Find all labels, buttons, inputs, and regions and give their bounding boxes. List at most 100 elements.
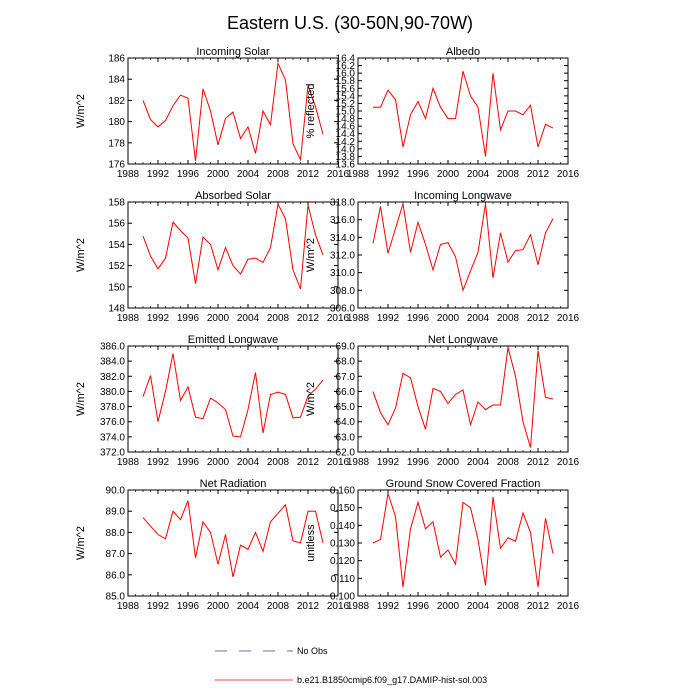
x-tick-label: 2008 <box>267 169 290 180</box>
series-line <box>373 71 554 157</box>
panel-title: Incoming Solar <box>196 46 270 58</box>
x-tick-label: 2004 <box>237 457 260 468</box>
x-axis: 1988 1992 1996 2000 2004 2008 2012 2016 <box>347 58 580 180</box>
x-tick-label: 1992 <box>377 313 400 324</box>
y-tick-label: 14.8 <box>336 114 356 125</box>
y-tick-label: 382.0 <box>100 372 125 383</box>
x-tick-label: 1988 <box>347 313 370 324</box>
x-tick-label: 2012 <box>527 169 550 180</box>
y-tick-label: 0.110 <box>331 574 356 585</box>
x-tick-label: 1996 <box>407 313 430 324</box>
x-axis: 1988 1992 1996 2000 2004 2008 2012 2016 <box>117 202 350 324</box>
x-tick-label: 2004 <box>237 601 260 612</box>
y-tick-label: 16.4 <box>336 54 356 65</box>
x-tick-label: 2012 <box>297 601 320 612</box>
x-tick-label: 2008 <box>497 169 520 180</box>
x-tick-label: 1996 <box>177 601 200 612</box>
x-tick-label: 2012 <box>297 313 320 324</box>
y-tick-label: 0.100 <box>330 592 355 603</box>
y-axis: 85.0 86.0 87.0 88.0 89.0 90.0 <box>106 486 338 603</box>
y-tick-label: 0.120 <box>330 556 355 567</box>
y-tick-label: 156 <box>108 219 125 230</box>
y-axis-label: W/m^2 <box>305 382 317 416</box>
series-line <box>142 353 324 438</box>
y-axis: 0.100 0.110 0.120 0.130 0.140 0.150 0.160 <box>330 486 568 603</box>
y-tick-label: 89.0 <box>106 507 126 518</box>
y-tick-label: 14.6 <box>336 122 356 133</box>
y-tick-label: 15.6 <box>336 84 356 95</box>
y-tick-label: 378.0 <box>100 402 125 413</box>
x-tick-label: 1992 <box>147 169 170 180</box>
y-tick-label: 86.0 <box>106 570 126 581</box>
panel-title: Albedo <box>446 46 480 58</box>
y-tick-label: 376.0 <box>100 417 125 428</box>
series-line <box>372 493 554 588</box>
x-tick-label: 2016 <box>327 313 350 324</box>
x-tick-label: 2016 <box>557 457 580 468</box>
y-tick-label: 148 <box>108 304 125 315</box>
y-axis-label: W/m^2 <box>75 238 87 272</box>
y-tick-label: 180 <box>108 117 125 128</box>
x-tick-label: 2000 <box>437 457 460 468</box>
x-tick-label: 2004 <box>467 169 490 180</box>
x-tick-label: 1988 <box>347 169 370 180</box>
x-tick-label: 2012 <box>297 169 320 180</box>
y-tick-label: 16.2 <box>336 61 356 72</box>
y-tick-label: 14.0 <box>336 144 356 155</box>
y-tick-label: 384.0 <box>100 357 125 368</box>
x-tick-label: 1988 <box>117 457 140 468</box>
y-tick-label: 67.0 <box>336 372 356 383</box>
x-axis: 1988 1992 1996 2000 2004 2008 2012 2016 <box>117 490 350 612</box>
y-tick-label: 64.0 <box>336 417 356 428</box>
x-tick-label: 2016 <box>557 313 580 324</box>
y-tick-label: 88.0 <box>106 528 126 539</box>
x-tick-label: 2012 <box>527 313 550 324</box>
y-tick-label: 0.160 <box>330 486 355 497</box>
x-tick-label: 2000 <box>437 169 460 180</box>
y-tick-label: 314.0 <box>330 233 355 244</box>
x-tick-label: 2004 <box>467 457 490 468</box>
x-tick-label: 1996 <box>407 457 430 468</box>
chart-panel: Net Longwave W/m^2 1988 1992 1996 2000 2004 200… <box>305 334 580 468</box>
panel-title: Net Radiation <box>200 478 267 490</box>
chart-panel: Incoming Solar W/m^2 1988 1992 1996 2000 2004 2… <box>75 46 350 180</box>
panels: Incoming Solar W/m^2 1988 1992 1996 2000 2004 2… <box>75 46 580 612</box>
y-tick-label: 374.0 <box>100 432 125 443</box>
x-tick-label: 1992 <box>377 457 400 468</box>
y-tick-label: 90.0 <box>106 486 126 497</box>
x-tick-label: 1988 <box>117 601 140 612</box>
y-tick-label: 0.150 <box>330 503 355 514</box>
x-tick-label: 2008 <box>497 313 520 324</box>
y-axis: 372.0 374.0 376.0 378.0 380.0 382.0 384.0 386.0 <box>100 342 338 459</box>
y-tick-label: 152 <box>108 261 125 272</box>
y-tick-label: 380.0 <box>100 387 125 398</box>
y-tick-label: 386.0 <box>100 342 125 353</box>
x-tick-label: 2016 <box>557 169 580 180</box>
y-tick-label: 0.130 <box>330 539 355 550</box>
x-tick-label: 1988 <box>117 313 140 324</box>
x-tick-label: 1992 <box>147 457 170 468</box>
y-tick-label: 312.0 <box>330 251 355 262</box>
x-tick-label: 1992 <box>147 601 170 612</box>
y-tick-label: 69.0 <box>336 342 356 353</box>
panel-title: Incoming Longwave <box>414 190 512 202</box>
chart-panel: Albedo % reflected 1988 1992 1996 2000 2004 200… <box>305 46 580 180</box>
y-tick-label: 14.4 <box>336 129 356 140</box>
y-axis: 62.0 63.0 64.0 65.0 66.0 67.0 68.0 69.0 <box>336 342 568 459</box>
x-tick-label: 2008 <box>267 313 290 324</box>
x-tick-label: 2012 <box>297 457 320 468</box>
x-tick-label: 2008 <box>497 601 520 612</box>
x-tick-label: 2000 <box>437 313 460 324</box>
x-tick-label: 1996 <box>177 313 200 324</box>
x-tick-label: 2012 <box>527 457 550 468</box>
y-tick-label: 68.0 <box>336 357 356 368</box>
y-axis: 13.613.814.014.214.414.614.815.015.215.4… <box>336 54 568 171</box>
x-tick-label: 2004 <box>237 313 260 324</box>
x-tick-label: 2000 <box>207 601 230 612</box>
x-tick-label: 2000 <box>207 457 230 468</box>
y-axis-label: W/m^2 <box>75 94 87 128</box>
y-axis: 176 178 180 182 184 186 <box>108 54 338 171</box>
y-tick-label: 184 <box>108 75 125 86</box>
legend: No Obs b.e21.B1850cmip6.f09_g17.DAMIP-hi… <box>215 646 487 685</box>
